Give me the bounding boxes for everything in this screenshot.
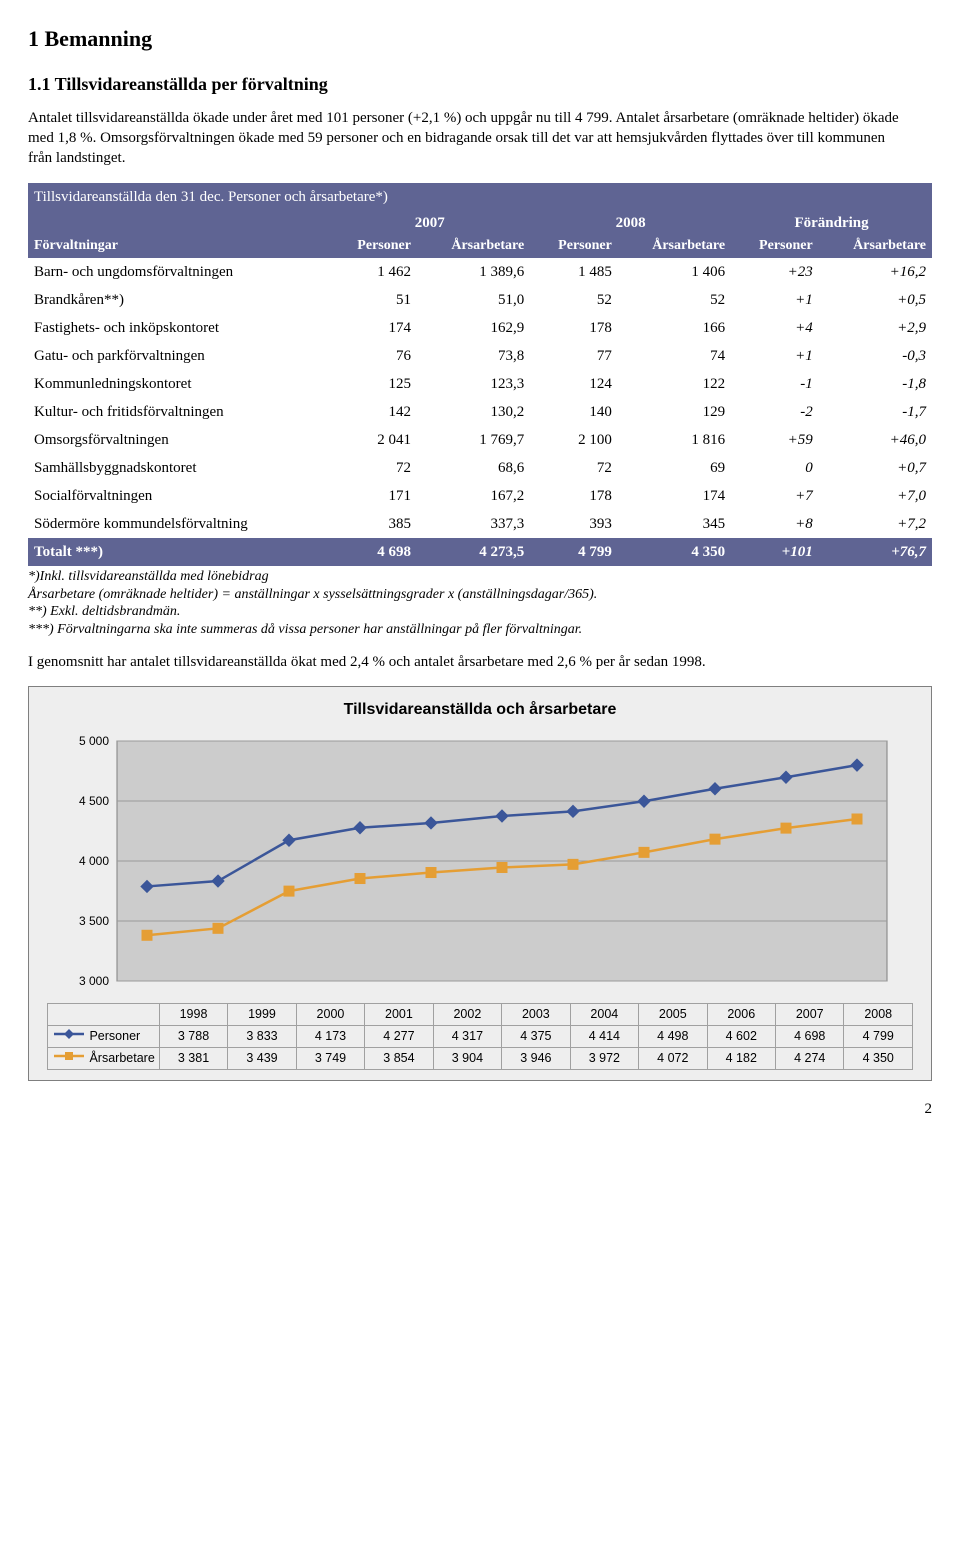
table-row: Gatu- och parkförvaltningen7673,87774+1-… [28, 342, 932, 370]
table-row: Kommunledningskontoret125123,3124122-1-1… [28, 370, 932, 398]
table-row-total: Totalt ***)4 6984 273,54 7994 350+101+76… [28, 538, 932, 566]
table-row: Omsorgsförvaltningen2 0411 769,72 1001 8… [28, 426, 932, 454]
page-number: 2 [28, 1099, 932, 1119]
data-table: 20072008Förändring FörvaltningarPersoner… [28, 211, 932, 566]
svg-text:4 000: 4 000 [79, 854, 109, 868]
svg-text:3 000: 3 000 [79, 974, 109, 988]
table-body: Barn- och ungdomsförvaltningen1 4621 389… [28, 258, 932, 566]
table-row: Södermöre kommundelsförvaltning385337,33… [28, 510, 932, 538]
table-row: Brandkåren**)5151,05252+1+0,5 [28, 286, 932, 314]
page-title: 1 Bemanning [28, 24, 932, 54]
legend-row: Personer3 7883 8334 1734 2774 3174 3754 … [48, 1026, 913, 1048]
chart-legend-table: 1998199920002001200220032004200520062007… [47, 1003, 913, 1070]
table-header-sub: FörvaltningarPersonerÅrsarbetarePersoner… [28, 235, 932, 258]
chart-panel: Tillsvidareanställda och årsarbetare 3 0… [28, 686, 932, 1080]
section-title: 1.1 Tillsvidareanställda per förvaltning [28, 72, 932, 96]
intro-paragraph: Antalet tillsvidareanställda ökade under… [28, 108, 908, 169]
summary-paragraph: I genomsnitt har antalet tillsvidareanst… [28, 652, 908, 672]
table-title: Tillsvidareanställda den 31 dec. Persone… [28, 183, 932, 211]
table-row: Barn- och ungdomsförvaltningen1 4621 389… [28, 258, 932, 286]
table-row: Samhällsbyggnadskontoret7268,672690+0,7 [28, 454, 932, 482]
table-footnotes: *)Inkl. tillsvidareanställda med lönebid… [28, 568, 932, 638]
chart-title: Tillsvidareanställda och årsarbetare [47, 699, 913, 721]
legend-row: Årsarbetare3 3813 4393 7493 8543 9043 94… [48, 1047, 913, 1069]
table-row: Fastighets- och inköpskontoret174162,917… [28, 314, 932, 342]
table-row: Socialförvaltningen171167,2178174+7+7,0 [28, 482, 932, 510]
svg-text:3 500: 3 500 [79, 914, 109, 928]
chart-svg: 3 000 3 500 4 000 4 500 5 000 [47, 731, 907, 991]
svg-text:5 000: 5 000 [79, 734, 109, 748]
table-row: Kultur- och fritidsförvaltningen142130,2… [28, 398, 932, 426]
table-header-groups: 20072008Förändring [28, 211, 932, 235]
svg-text:4 500: 4 500 [79, 794, 109, 808]
chart-plot: 3 000 3 500 4 000 4 500 5 000 [47, 731, 913, 997]
